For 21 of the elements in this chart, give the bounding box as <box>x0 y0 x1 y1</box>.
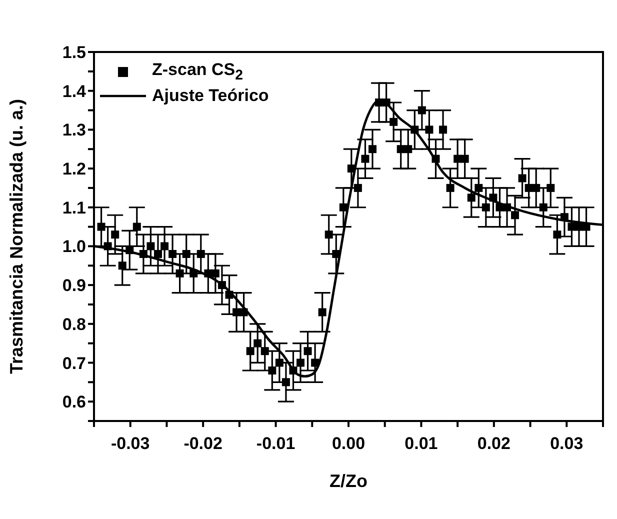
legend-label: Z-scan CS$_{2}$ <box>152 60 244 84</box>
x-tick-label: 0.02 <box>477 434 510 454</box>
x-tick-label: 0.00 <box>332 434 366 454</box>
x-tick-label: 0.01 <box>404 434 438 454</box>
y-tick-label: 0.7 <box>62 354 86 373</box>
y-axis-title: Trasmitancia Normalizada (u. a.) <box>6 98 26 374</box>
y-tick-label: 0.9 <box>62 276 86 296</box>
y-tick-label: 1.1 <box>62 198 86 218</box>
x-tick-label: -0.02 <box>184 434 222 454</box>
x-tick-label: -0.01 <box>256 434 296 454</box>
x-tick-label: -0.03 <box>110 434 150 454</box>
y-tick-label: 1.2 <box>62 160 86 179</box>
y-tick-label: 0.6 <box>62 392 86 412</box>
y-tick-label: 0.8 <box>62 314 86 334</box>
y-tick-label: 1.4 <box>62 82 87 101</box>
y-tick-label: 1.3 <box>62 120 86 140</box>
y-tick-label: 1.5 <box>62 43 86 62</box>
x-tick-label: 0.03 <box>550 434 584 454</box>
legend-label: Ajuste Teórico <box>152 86 269 106</box>
y-tick-label: 1.0 <box>62 237 86 256</box>
x-axis-title: Z/Zo <box>330 471 368 491</box>
